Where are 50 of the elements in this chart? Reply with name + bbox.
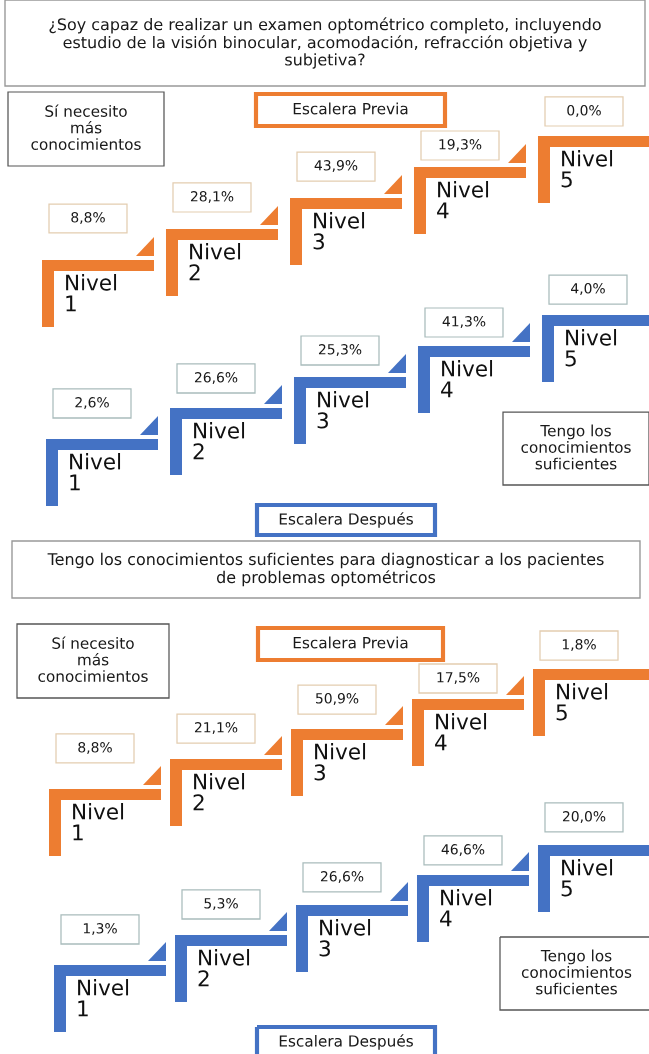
data-label: 20,0%: [562, 811, 606, 823]
data-label: 26,6%: [194, 372, 238, 384]
category-label: Nivel 3: [317, 391, 369, 429]
category-label: Nivel 4: [440, 889, 492, 927]
category-label: Nivel 4: [441, 360, 493, 398]
category-label: Nivel 2: [193, 773, 245, 811]
text: Escalera Previa: [293, 102, 408, 115]
text: Sí necesito más conocimientos: [38, 636, 148, 682]
data-label: 4,0%: [571, 283, 605, 295]
category-label: Nivel 3: [313, 212, 365, 250]
category-label: Nivel 3: [319, 919, 371, 957]
data-label: 21,1%: [194, 722, 238, 734]
data-label: 26,6%: [320, 871, 364, 883]
data-label: 43,9%: [314, 160, 358, 172]
text: Tengo los conocimientos suficientes: [521, 949, 632, 995]
category-label: Nivel 4: [435, 713, 487, 751]
category-label: Nivel 1: [70, 453, 121, 491]
text: Escalera Después: [279, 1034, 413, 1050]
data-label: 19,3%: [439, 139, 482, 151]
data-label: 25,3%: [318, 344, 362, 356]
data-label: 1,3%: [83, 923, 117, 935]
data-label: 2,6%: [75, 397, 109, 409]
data-label: 28,1%: [190, 191, 234, 203]
text: Tengo los conocimientos suficientes: [521, 424, 631, 470]
data-label: 17,5%: [437, 672, 480, 684]
data-label: 1,8%: [562, 639, 596, 651]
text: Sí necesito más conocimientos: [31, 104, 141, 150]
category-label: Nivel 2: [193, 422, 245, 460]
data-label: 50,9%: [316, 693, 359, 705]
category-label: Nivel 1: [78, 979, 129, 1017]
data-label: 0,0%: [567, 105, 601, 117]
category-label: Nivel 2: [198, 949, 250, 987]
text: Escalera Después: [279, 512, 413, 528]
data-label: 41,3%: [442, 316, 486, 328]
category-label: Nivel 4: [437, 181, 489, 219]
data-label: 46,6%: [441, 844, 485, 856]
category-label: Nivel 5: [561, 859, 613, 897]
category-label: Nivel 2: [189, 243, 241, 281]
text: ¿Soy capaz de realizar un examen optométrico completo, incluyendo estudio de la visión binocular, acomodación, refracción objetiva y subjetiva?: [49, 17, 601, 69]
data-label: 5,3%: [204, 898, 238, 910]
category-label: Nivel 5: [561, 150, 613, 188]
category-label: Nivel 1: [66, 274, 117, 312]
data-label: 8,8%: [71, 212, 105, 224]
category-label: Nivel 5: [565, 329, 617, 367]
data-label: 8,8%: [78, 742, 112, 754]
text: Escalera Previa: [293, 636, 408, 649]
category-label: Nivel 5: [556, 683, 608, 721]
category-label: Nivel 1: [73, 803, 124, 841]
text: Tengo los conocimientos suficientes para diagnosticar a los pacientes de problemas optométricos: [47, 552, 604, 587]
category-label: Nivel 3: [314, 743, 366, 781]
